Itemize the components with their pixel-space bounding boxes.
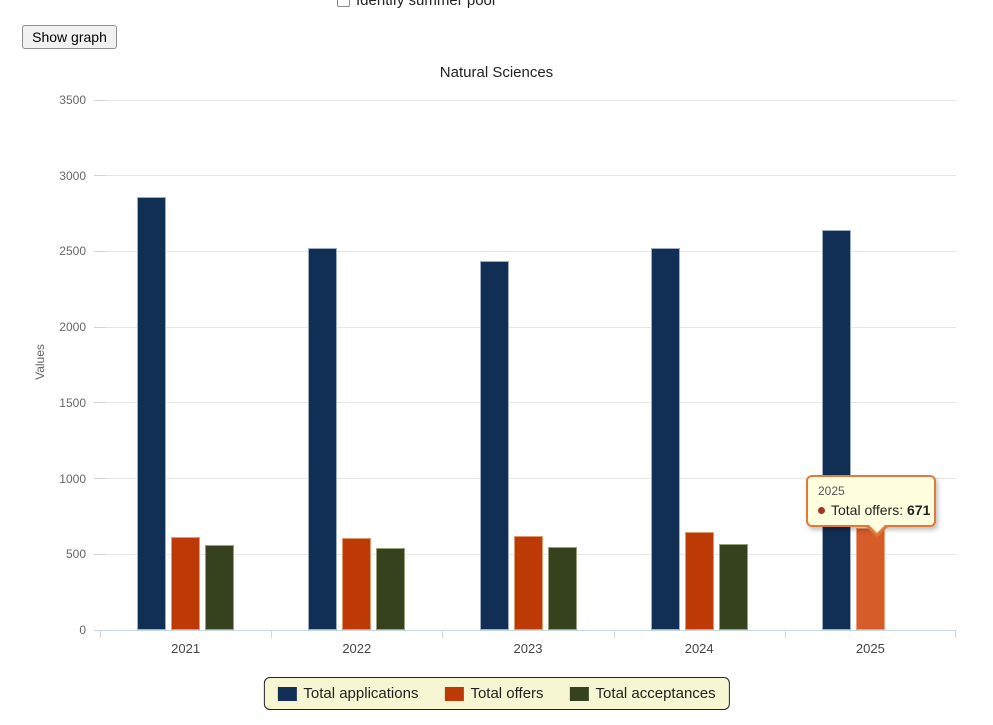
x-axis-label-2022: 2022: [342, 641, 372, 656]
chart-title: Natural Sciences: [439, 64, 554, 81]
y-axis-label-0: 0: [79, 623, 86, 637]
x-boundary-tick-3: [613, 631, 615, 638]
x-axis-label-2024: 2024: [684, 641, 714, 656]
y-tick-500: [94, 553, 106, 555]
x-boundary-tick-5: [955, 631, 956, 638]
bar-2022-total-offers[interactable]: [342, 538, 372, 630]
gridline-3000: [100, 175, 956, 177]
x-axis-label-2021: 2021: [171, 641, 201, 656]
legend-item-total-applications[interactable]: Total applications: [277, 685, 418, 702]
gridline-1000: [100, 478, 956, 480]
gridline-2000: [100, 326, 956, 328]
bar-chart: Natural Sciences Values 0 500 1000 1500 2000…: [0, 56, 993, 725]
y-axis-label-2000: 2000: [59, 320, 86, 335]
y-tick-2500: [94, 250, 106, 252]
x-boundary-tick-0: [100, 631, 101, 638]
bar-2023-total-applications[interactable]: [479, 260, 509, 630]
summer-pool-checkbox-row: Identify summer pool: [337, 0, 495, 10]
tooltip-arrow-fill-icon: [867, 523, 887, 533]
y-tick-3000: [94, 175, 106, 177]
chart-legend: Total applications Total offers Total acce…: [263, 677, 730, 710]
y-axis-label-2500: 2500: [59, 244, 86, 259]
show-graph-button[interactable]: Show graph: [22, 25, 117, 49]
legend-swatch-total-acceptances-icon: [569, 686, 589, 701]
y-axis-title: Values: [33, 344, 47, 380]
tooltip-label: Total offers:: [831, 502, 908, 518]
tooltip-body: Total offers: 671: [818, 502, 930, 518]
bar-2024-total-offers[interactable]: [684, 531, 714, 630]
tooltip-title: 2025: [818, 484, 845, 498]
legend-label-total-offers: Total offers: [470, 685, 544, 702]
x-axis-label-2023: 2023: [513, 641, 543, 656]
legend-item-total-offers[interactable]: Total offers: [444, 685, 544, 702]
y-axis-label-500: 500: [65, 547, 86, 562]
bar-2021-total-acceptances[interactable]: [205, 545, 235, 630]
legend-item-total-acceptances[interactable]: Total acceptances: [569, 685, 716, 702]
gridline-1500: [100, 402, 956, 404]
tooltip-series-marker-icon: [818, 506, 825, 514]
tooltip-value: 671: [907, 502, 931, 518]
gridline-3500: [100, 99, 956, 101]
bar-2024-total-applications[interactable]: [650, 247, 680, 630]
y-tick-2000: [94, 326, 106, 328]
y-tick-0: [94, 629, 106, 631]
y-tick-1000: [94, 478, 106, 480]
y-tick-3500: [94, 99, 106, 101]
summer-pool-checkbox-label: Identify summer pool: [356, 0, 496, 9]
bar-2023-total-acceptances[interactable]: [547, 547, 577, 630]
chart-tooltip: 2025 Total offers: 671: [806, 475, 936, 537]
legend-swatch-total-applications-icon: [277, 686, 297, 701]
y-tick-1500: [94, 402, 106, 404]
legend-label-total-applications: Total applications: [303, 685, 419, 702]
x-axis-label-2025: 2025: [855, 641, 885, 656]
bar-2022-total-applications[interactable]: [308, 248, 338, 630]
y-axis-label-1500: 1500: [59, 395, 86, 410]
bar-2025-total-applications[interactable]: [821, 230, 851, 630]
y-axis-label-3000: 3000: [59, 168, 86, 183]
legend-label-total-acceptances: Total acceptances: [595, 685, 716, 702]
bar-2022-total-acceptances[interactable]: [376, 548, 406, 630]
summer-pool-checkbox[interactable]: [337, 0, 350, 7]
bar-2024-total-acceptances[interactable]: [718, 543, 748, 630]
plot-area: 0 500 1000 1500 2000 2500 3000 3500 2021 2022 2023…: [59, 93, 956, 656]
gridline-2500: [100, 250, 956, 252]
bar-2021-total-applications[interactable]: [137, 196, 167, 630]
y-axis-label-3500: 3500: [59, 93, 86, 107]
x-boundary-tick-4: [784, 631, 786, 638]
bar-2025-total-offers[interactable]: [855, 528, 885, 630]
y-axis-label-1000: 1000: [59, 471, 86, 486]
bar-2023-total-offers[interactable]: [513, 536, 543, 630]
x-boundary-tick-1: [271, 631, 273, 638]
bar-2021-total-offers[interactable]: [171, 536, 201, 630]
x-boundary-tick-2: [442, 631, 444, 638]
legend-swatch-total-offers-icon: [444, 686, 464, 701]
